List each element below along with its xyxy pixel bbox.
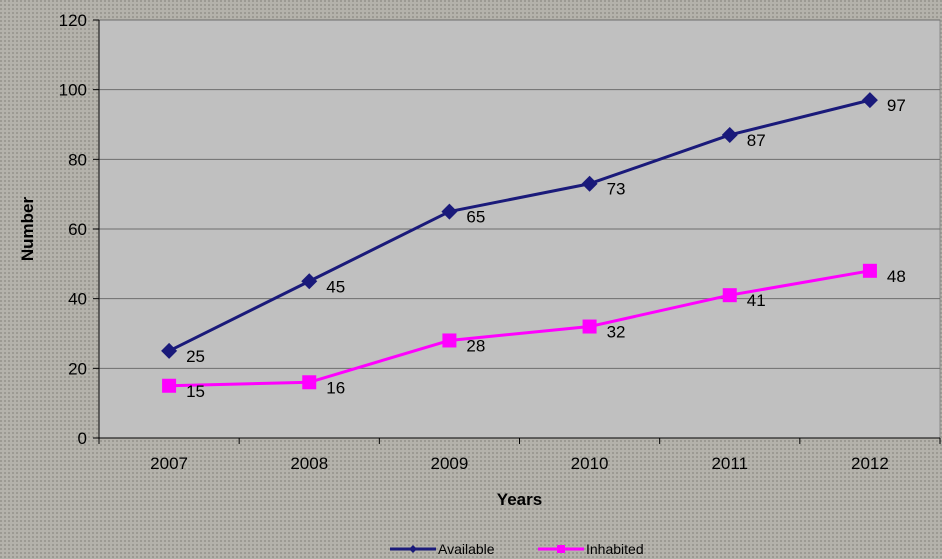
data-point-marker xyxy=(722,288,737,303)
y-tick-label: 60 xyxy=(68,220,87,239)
data-point-marker xyxy=(442,333,457,348)
data-point-marker xyxy=(557,545,565,553)
legend-label: Inhabited xyxy=(586,541,644,557)
data-label: 16 xyxy=(326,378,345,397)
data-point-marker xyxy=(162,378,177,393)
x-tick-label: 2011 xyxy=(711,454,748,473)
data-point-marker xyxy=(302,375,317,390)
data-label: 97 xyxy=(887,96,906,115)
data-labels: 25 45 65 73 87 97 15 16 28 32 41 48 xyxy=(186,96,906,401)
series-available xyxy=(161,92,878,359)
y-tick-label: 80 xyxy=(68,150,87,169)
y-tick-label: 120 xyxy=(59,11,87,30)
x-axis-title: Years xyxy=(497,490,542,509)
data-label: 45 xyxy=(326,277,345,296)
data-label: 41 xyxy=(747,291,766,310)
data-label: 73 xyxy=(607,180,626,199)
data-point-marker xyxy=(161,342,178,359)
data-point-marker xyxy=(861,92,878,109)
y-tick-label: 40 xyxy=(68,290,87,309)
series-line xyxy=(168,98,871,353)
data-label: 32 xyxy=(607,323,626,342)
data-point-marker xyxy=(409,545,417,553)
series-line xyxy=(169,269,871,388)
data-label: 87 xyxy=(747,131,766,150)
data-point-marker xyxy=(301,273,318,290)
data-point-marker xyxy=(581,175,598,192)
legend-item-inhabited: Inhabited xyxy=(538,541,644,557)
series-layer xyxy=(161,92,878,393)
gridlines xyxy=(99,19,940,369)
x-tick-label: 2008 xyxy=(290,454,328,473)
data-label: 48 xyxy=(887,267,906,286)
data-label: 65 xyxy=(466,208,485,227)
data-label: 15 xyxy=(186,382,205,401)
legend: Available Inhabited xyxy=(390,541,644,557)
series-inhabited xyxy=(162,263,877,393)
data-point-marker xyxy=(721,126,738,143)
x-tick-label: 2012 xyxy=(851,454,889,473)
x-tick-label: 2009 xyxy=(431,454,469,473)
data-label: 25 xyxy=(186,347,205,366)
y-tick-label: 100 xyxy=(59,81,87,100)
axes xyxy=(93,19,941,444)
data-label: 28 xyxy=(466,336,485,355)
legend-item-available: Available xyxy=(390,541,495,557)
y-tick-label: 20 xyxy=(68,359,87,378)
x-tick-label: 2010 xyxy=(571,454,609,473)
y-axis-title: Number xyxy=(18,197,37,262)
tick-labels: 0 20 40 60 80 100 120 2007 2008 2009 2010 2011 2012 xyxy=(59,11,889,473)
legend-label: Available xyxy=(438,541,495,557)
y-tick-label: 0 xyxy=(78,429,87,448)
data-point-marker xyxy=(582,319,597,334)
data-point-marker xyxy=(441,203,458,220)
data-point-marker xyxy=(862,263,877,278)
x-tick-label: 2007 xyxy=(150,454,188,473)
